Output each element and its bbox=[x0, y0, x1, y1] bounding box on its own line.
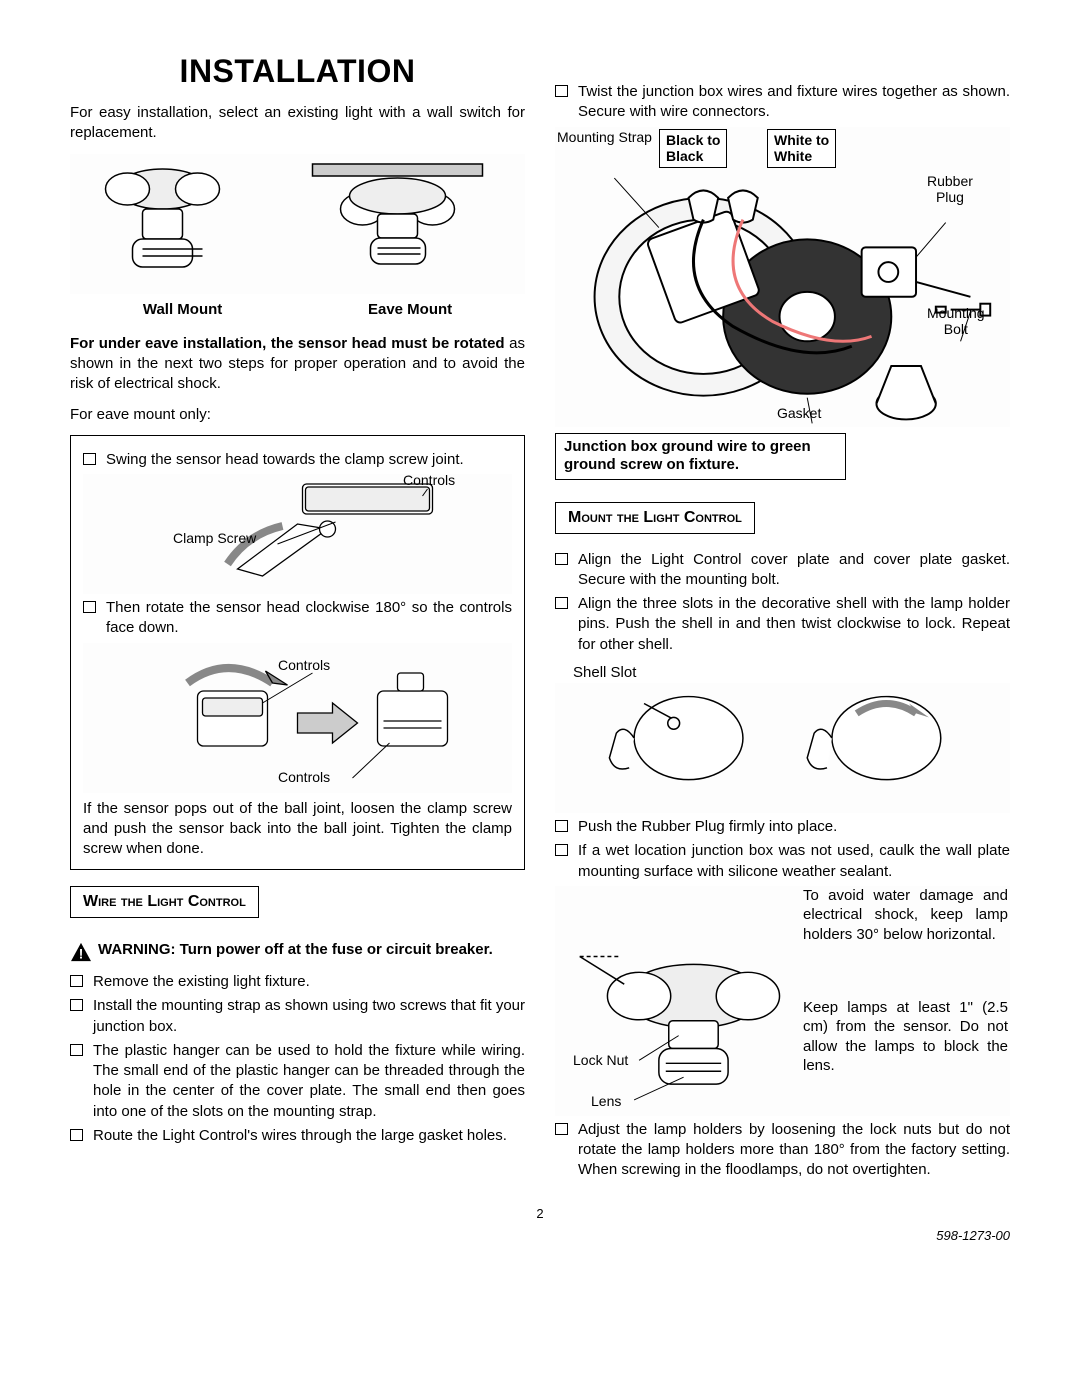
lock-nut-label: Lock Nut bbox=[573, 1052, 628, 1068]
warning-icon: ! bbox=[70, 942, 92, 962]
mount-figures bbox=[70, 154, 525, 294]
controls-label-bottom: Controls bbox=[278, 769, 330, 785]
left-column: INSTALLATION For easy installation, sele… bbox=[70, 50, 525, 1185]
mounting-bolt-label: MountingBolt bbox=[927, 305, 985, 337]
keep-lamps-note: Keep lamps at least 1" (2.5 cm) from the… bbox=[803, 998, 1008, 1076]
eave-figure-2: Controls Controls bbox=[83, 643, 512, 793]
mount-step-4: If a wet location junction box was not u… bbox=[555, 841, 1010, 882]
page-title: INSTALLATION bbox=[70, 50, 525, 93]
right-column: Twist the junction box wires and fixture… bbox=[555, 50, 1010, 1185]
shell-slot-figure bbox=[555, 683, 1010, 813]
wire-step-1: Remove the existing light fixture. bbox=[70, 972, 525, 992]
eave-pop-note: If the sensor pops out of the ball joint… bbox=[83, 799, 512, 860]
mount-step-3: Push the Rubber Plug firmly into place. bbox=[555, 817, 1010, 837]
eave-steps-box: Swing the sensor head towards the clamp … bbox=[70, 435, 525, 871]
checkbox-icon bbox=[555, 1123, 568, 1135]
checkbox-icon bbox=[555, 597, 568, 609]
final-fixture-figure: To avoid water damage and electrical sho… bbox=[555, 886, 1010, 1116]
wall-mount-label: Wall Mount bbox=[143, 300, 222, 320]
shell-slot-label: Shell Slot bbox=[573, 663, 1010, 683]
lens-label: Lens bbox=[591, 1093, 621, 1109]
mount-step-1: Align the Light Control cover plate and … bbox=[555, 550, 1010, 591]
water-damage-note: To avoid water damage and electrical sho… bbox=[803, 886, 1008, 945]
warning-row: ! WARNING: Turn power off at the fuse or… bbox=[70, 940, 525, 962]
page-number: 2 bbox=[70, 1205, 1010, 1223]
checkbox-icon bbox=[555, 844, 568, 856]
controls-label-top: Controls bbox=[278, 657, 330, 673]
white-to-white-label: White toWhite bbox=[767, 129, 836, 169]
eave-figure-1: Clamp Screw Controls bbox=[83, 474, 512, 594]
checkbox-icon bbox=[555, 85, 568, 97]
wiring-diagram: Mounting Strap Black toBlack White toWhi… bbox=[555, 127, 1010, 427]
wire-step-4: Route the Light Control's wires through … bbox=[70, 1126, 525, 1146]
checkbox-icon bbox=[555, 820, 568, 832]
black-to-black-label: Black toBlack bbox=[659, 129, 727, 169]
gasket-label: Gasket bbox=[777, 405, 821, 421]
wire-heading: Wire the Light Control bbox=[70, 886, 259, 918]
checkbox-icon bbox=[70, 1044, 83, 1056]
under-eave-note: For under eave installation, the sensor … bbox=[70, 334, 525, 395]
twist-step: Twist the junction box wires and fixture… bbox=[555, 82, 1010, 123]
eave-step-1: Swing the sensor head towards the clamp … bbox=[83, 450, 512, 470]
clamp-screw-label: Clamp Screw bbox=[173, 530, 256, 546]
mount-heading: Mount the Light Control bbox=[555, 502, 755, 534]
eave-mount-label: Eave Mount bbox=[368, 300, 452, 320]
checkbox-icon bbox=[83, 601, 96, 613]
mount-labels-row: Wall Mount Eave Mount bbox=[70, 300, 525, 320]
checkbox-icon bbox=[70, 975, 83, 987]
checkbox-icon bbox=[70, 1129, 83, 1141]
checkbox-icon bbox=[70, 999, 83, 1011]
adjust-step: Adjust the lamp holders by loosening the… bbox=[555, 1120, 1010, 1181]
mount-step-2: Align the three slots in the decorative … bbox=[555, 594, 1010, 655]
rubber-plug-label: RubberPlug bbox=[927, 173, 973, 205]
checkbox-icon bbox=[555, 553, 568, 565]
svg-text:!: ! bbox=[79, 946, 84, 961]
wire-step-3: The plastic hanger can be used to hold t… bbox=[70, 1041, 525, 1122]
part-number: 598-1273-00 bbox=[936, 1227, 1010, 1245]
mounting-strap-label: Mounting Strap bbox=[557, 129, 652, 145]
ground-note-box: Junction box ground wire to green ground… bbox=[555, 433, 846, 481]
warning-text: WARNING: Turn power off at the fuse or c… bbox=[98, 940, 525, 960]
controls-label-1: Controls bbox=[403, 472, 455, 488]
eave-only-intro: For eave mount only: bbox=[70, 405, 525, 425]
checkbox-icon bbox=[83, 453, 96, 465]
eave-step-2: Then rotate the sensor head clockwise 18… bbox=[83, 598, 512, 639]
wire-step-2: Install the mounting strap as shown usin… bbox=[70, 996, 525, 1037]
intro-text: For easy installation, select an existin… bbox=[70, 103, 525, 144]
